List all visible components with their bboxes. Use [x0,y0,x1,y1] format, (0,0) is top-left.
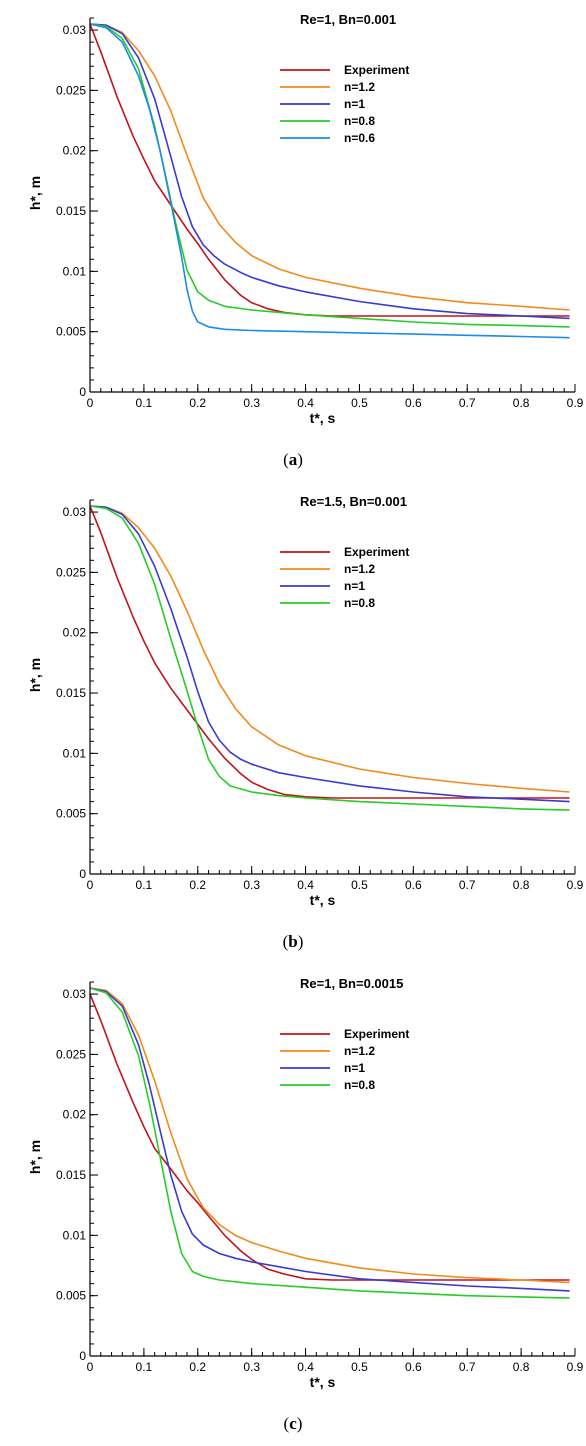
series-line-experiment-b [89,505,570,799]
line-chart-b: 0 0.1 0.2 0.3 0.4 0.5 0.6 0.7 0.8 0.9 0 0.005 0.01 0.… [27,494,584,908]
caption-b: (b) [282,932,304,951]
y-tick-label-c: 0.01 [63,1228,87,1242]
legend-label-a: n=1.2 [344,80,375,94]
caption-a: (a) [283,450,303,469]
legend-label-c: n=1.2 [344,1044,375,1058]
x-tick-label-b: 0.5 [351,878,368,892]
x-tick-label-b: 0 [87,878,94,892]
y-tick-label-c: 0.02 [63,1108,87,1122]
caption-letter-a: a [288,450,298,469]
line-chart-c: 0 0.1 0.2 0.3 0.4 0.5 0.6 0.7 0.8 0.9 0 0.005 0.01 0.… [27,976,584,1390]
legend-label-c: n=0.8 [344,1078,375,1092]
x-tick-label-b: 0.4 [297,878,314,892]
x-tick-label-c: 0.2 [189,1360,206,1374]
y-tick-label-a: 0.005 [56,325,86,339]
x-tick-label-b: 0.1 [136,878,153,892]
y-tick-label-b: 0.005 [56,807,86,821]
series-line-n-0-8-c [89,987,570,1299]
chart-title-a: Re=1, Bn=0.001 [300,12,396,27]
y-tick-label-b: 0.03 [63,505,87,519]
caption-c: (c) [283,1414,303,1433]
x-axis-label-b: t*, s [310,892,336,908]
chart-title-c: Re=1, Bn=0.0015 [300,976,403,991]
x-tick-label-b: 0.8 [513,878,530,892]
legend-label-a: n=0.6 [344,131,375,145]
legend-label-a: n=0.8 [344,114,375,128]
x-tick-label-c: 0.3 [243,1360,260,1374]
x-tick-label-a: 0.2 [189,396,206,410]
x-tick-label-c: 0.9 [567,1360,584,1374]
caption-letter-b: b [288,932,298,951]
series-line-n-1-2-b [89,505,570,793]
caption-letter-c: c [289,1414,297,1433]
y-axis-label-b: h*, m [27,658,43,692]
y-tick-label-c: 0.025 [56,1047,86,1061]
legend-label-b: n=1 [344,579,365,593]
y-axis-label-a: h*, m [27,176,43,210]
x-tick-label-a: 0.1 [136,396,153,410]
y-tick-label-a: 0.03 [63,23,87,37]
x-tick-label-c: 0.1 [136,1360,153,1374]
chart-panel-c: 0 0.1 0.2 0.3 0.4 0.5 0.6 0.7 0.8 0.9 0 0.005 0.01 0.… [0,964,586,1446]
y-tick-label-b: 0.02 [63,626,87,640]
x-tick-label-a: 0.8 [513,396,530,410]
y-axis-label-c: h*, m [27,1140,43,1174]
y-tick-label-c: 0.015 [56,1168,86,1182]
x-axis-label-c: t*, s [310,1374,336,1390]
series-line-n-0-8-b [89,505,570,811]
legend-label-b: Experiment [344,545,409,559]
y-tick-label-a: 0.01 [63,264,87,278]
chart-panel-a: 0 0.1 0.2 0.3 0.4 0.5 0.6 0.7 0.8 0.9 0 0.005 0.01 0.… [0,0,586,482]
x-tick-label-b: 0.2 [189,878,206,892]
y-tick-label-b: 0.025 [56,565,86,579]
series-line-n-0-8-a [89,23,570,328]
y-tick-label-a: 0.015 [56,204,86,218]
line-chart-a: 0 0.1 0.2 0.3 0.4 0.5 0.6 0.7 0.8 0.9 0 0.005 0.01 0.… [27,12,584,426]
y-tick-label-b: 0.01 [63,746,87,760]
legend-label-a: Experiment [344,63,409,77]
series-line-n-1-a [89,23,570,320]
x-tick-label-a: 0.7 [459,396,476,410]
x-tick-label-b: 0.9 [567,878,584,892]
series-line-n-1-b [89,505,570,803]
y-tick-label-a: 0 [79,385,86,399]
y-tick-label-c: 0.005 [56,1289,86,1303]
legend-label-a: n=1 [344,97,365,111]
x-tick-label-a: 0.5 [351,396,368,410]
x-tick-label-c: 0.4 [297,1360,314,1374]
x-tick-label-a: 0.6 [405,396,422,410]
series-line-n-1-c [89,987,570,1292]
y-tick-label-c: 0 [79,1349,86,1363]
x-tick-label-b: 0.3 [243,878,260,892]
x-tick-label-c: 0.7 [459,1360,476,1374]
x-tick-label-a: 0.4 [297,396,314,410]
y-tick-label-b: 0.015 [56,686,86,700]
x-tick-label-a: 0.3 [243,396,260,410]
legend-label-c: n=1 [344,1061,365,1075]
x-tick-label-a: 0 [87,396,94,410]
x-tick-label-c: 0.6 [405,1360,422,1374]
y-tick-label-c: 0.03 [63,987,87,1001]
x-tick-label-b: 0.6 [405,878,422,892]
chart-panel-b: 0 0.1 0.2 0.3 0.4 0.5 0.6 0.7 0.8 0.9 0 0.005 0.01 0.… [0,482,586,964]
y-tick-label-a: 0.025 [56,83,86,97]
legend-label-b: n=0.8 [344,596,375,610]
y-tick-label-a: 0.02 [63,144,87,158]
series-line-n-1-2-a [89,23,570,311]
x-tick-label-a: 0.9 [567,396,584,410]
chart-title-b: Re=1.5, Bn=0.001 [300,494,407,509]
series-line-experiment-a [89,23,570,317]
x-axis-label-a: t*, s [310,410,336,426]
series-line-n-1-2-c [89,987,570,1284]
y-tick-label-b: 0 [79,867,86,881]
x-tick-label-c: 0 [87,1360,94,1374]
x-tick-label-c: 0.8 [513,1360,530,1374]
x-tick-label-b: 0.7 [459,878,476,892]
x-tick-label-c: 0.5 [351,1360,368,1374]
legend-label-c: Experiment [344,1027,409,1041]
legend-label-b: n=1.2 [344,562,375,576]
series-line-n-0-6-a [89,23,570,339]
